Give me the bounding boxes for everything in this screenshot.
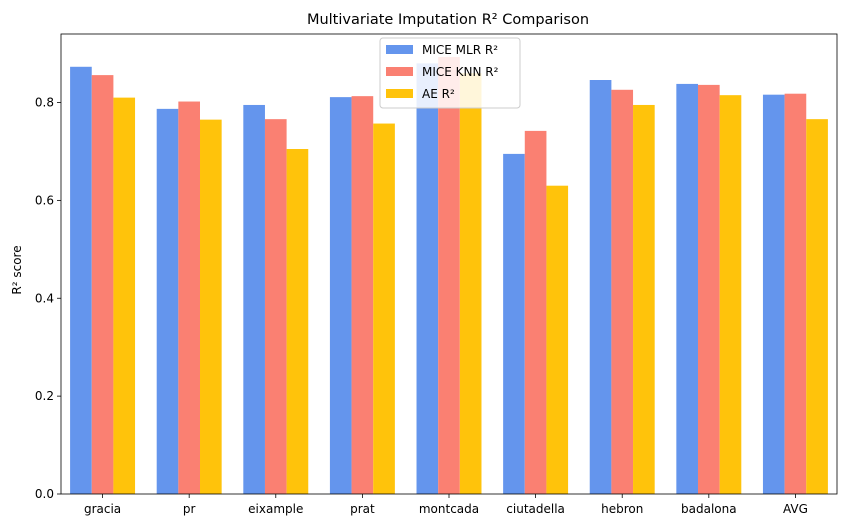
- legend-label: AE R²: [422, 87, 455, 101]
- y-tick-label: 0.4: [35, 291, 54, 305]
- legend-label: MICE KNN R²: [422, 65, 499, 79]
- bar-avg-series-1: [762, 94, 785, 495]
- bar-montcada-series-2: [438, 57, 460, 494]
- legend-label: MICE MLR R²: [422, 43, 498, 57]
- bar-gracia-series-3: [113, 97, 136, 495]
- bar-prat-series-1: [329, 97, 352, 494]
- x-tick-label: ciutadella: [506, 502, 565, 516]
- bar-eixample-series-3: [286, 149, 309, 494]
- x-tick-label: pr: [183, 502, 196, 516]
- x-tick-label: AVG: [783, 502, 808, 516]
- x-tick-label: gracia: [84, 502, 121, 516]
- y-tick-label: 0.2: [35, 389, 54, 403]
- bar-montcada-series-1: [416, 63, 439, 495]
- x-tick-label: badalona: [681, 502, 737, 516]
- bar-hebron-series-3: [633, 104, 655, 495]
- x-tick-label: hebron: [601, 502, 643, 516]
- legend: MICE MLR R² MICE KNN R² AE R²: [379, 37, 521, 109]
- bar-pr-series-2: [178, 101, 200, 494]
- legend-swatch: [386, 67, 413, 76]
- chart-title: Multivariate Imputation R² Comparison: [307, 12, 589, 28]
- legend-swatch: [386, 45, 413, 54]
- bar-prat-series-3: [373, 123, 395, 495]
- bar-ciutadella-series-2: [524, 130, 547, 494]
- y-axis-title: R² score: [10, 245, 24, 294]
- x-tick-label: montcada: [419, 502, 479, 516]
- bar-prat-series-2: [351, 96, 374, 495]
- bar-ciutadella-series-3: [546, 185, 569, 494]
- legend-box: [379, 37, 521, 109]
- bar-pr-series-1: [156, 108, 179, 495]
- y-tick-label: 0.8: [35, 96, 54, 110]
- bar-ciutadella-series-1: [503, 153, 525, 494]
- bar-badalona-series-3: [719, 95, 742, 495]
- bar-avg-series-2: [784, 93, 807, 494]
- x-tick-label: prat: [350, 502, 375, 516]
- axes-group: 0.0 0.2 0.4 0.6 0.8 gracia pr eixample prat montc…: [35, 33, 838, 516]
- y-tick-label: 0.0: [35, 487, 54, 501]
- legend-swatch: [386, 89, 413, 98]
- bar-hebron-series-1: [589, 80, 612, 494]
- bars-group: [70, 57, 828, 495]
- bar-badalona-series-1: [676, 83, 698, 494]
- bar-montcada-series-3: [459, 73, 482, 495]
- bar-hebron-series-2: [611, 89, 634, 494]
- bar-eixample-series-2: [264, 119, 287, 495]
- bar-gracia-series-2: [91, 75, 114, 495]
- bar-eixample-series-1: [243, 104, 265, 495]
- bar-gracia-series-1: [70, 66, 92, 494]
- bar-badalona-series-2: [698, 84, 720, 494]
- bar-avg-series-3: [806, 119, 828, 495]
- x-tick-label: eixample: [248, 502, 303, 516]
- bar-pr-series-3: [200, 119, 222, 494]
- y-tick-label: 0.6: [35, 193, 54, 207]
